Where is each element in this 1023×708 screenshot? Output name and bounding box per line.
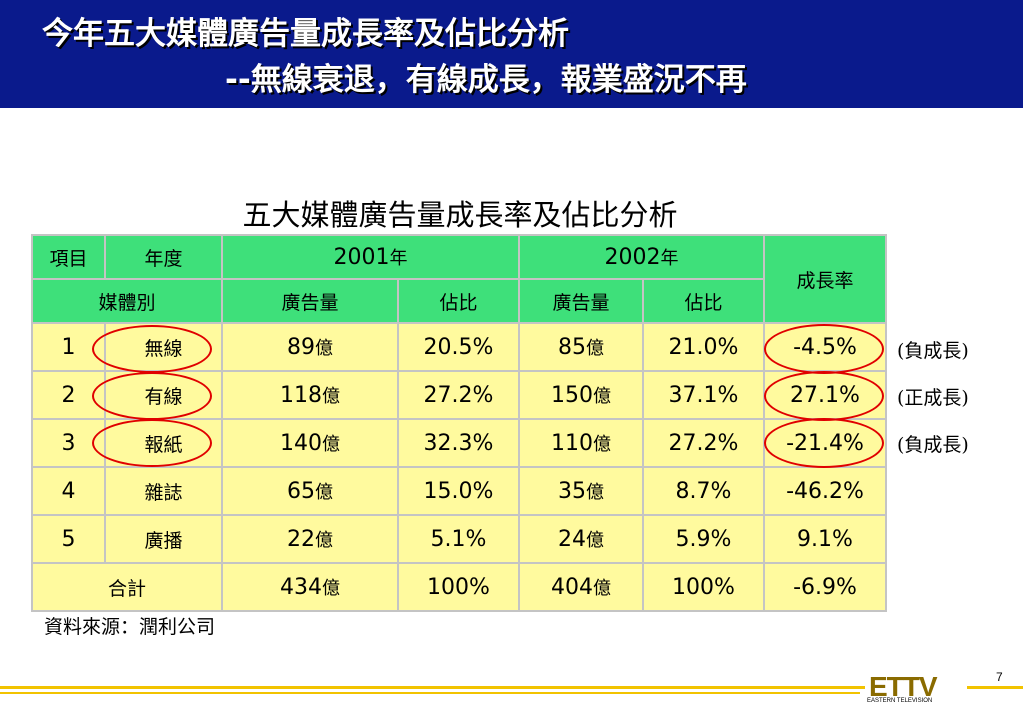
highlight-circle-media-3 <box>92 419 212 467</box>
row-share-2001: 15.0% <box>397 466 520 516</box>
header-share-2001: 佔比 <box>397 278 520 324</box>
row-media: 廣播 <box>104 514 223 564</box>
highlight-circle-growth-3 <box>764 418 884 468</box>
row-volume-2002: 150億 <box>518 370 644 420</box>
table-title: 五大媒體廣告量成長率及佔比分析 <box>242 198 678 232</box>
row-volume-2002: 85億 <box>518 322 644 372</box>
row-share-2002: 5.9% <box>642 514 765 564</box>
row-share-2002: 37.1% <box>642 370 765 420</box>
total-share-2001: 100% <box>397 562 520 612</box>
table-header-row: 項目 年度 2001年 2002年 成長率 <box>31 234 887 324</box>
total-row: 合計 434億 100% 404億 100% -6.9% <box>31 562 887 612</box>
total-share-2002: 100% <box>642 562 765 612</box>
row-volume-2001: 89億 <box>221 322 399 372</box>
header-media: 媒體別 <box>31 278 223 324</box>
footer-divider <box>0 692 860 694</box>
row-number: 5 <box>31 514 106 564</box>
slide-title: 今年五大媒體廣告量成長率及佔比分析 <box>42 16 569 52</box>
header-volume-2001: 廣告量 <box>221 278 399 324</box>
row-volume-2001: 22億 <box>221 514 399 564</box>
total-label: 合計 <box>31 562 223 612</box>
table-subheader-row: 媒體別 廣告量 佔比 廣告量 佔比 <box>31 278 886 324</box>
header-share-2002: 佔比 <box>642 278 765 324</box>
row-share-2001: 5.1% <box>397 514 520 564</box>
highlight-circle-growth-1 <box>764 324 884 374</box>
page-number: 7 <box>996 670 1003 684</box>
row-growth: 9.1% <box>763 514 887 564</box>
header-growth: 成長率 <box>763 234 887 324</box>
row-volume-2002: 110億 <box>518 418 644 468</box>
table-row: 2 有線 118億 27.2% 150億 37.1% 27.1% <box>31 370 887 420</box>
row-volume-2001: 65億 <box>221 466 399 516</box>
note-negative-growth: (負成長) <box>897 340 969 362</box>
title-banner: 今年五大媒體廣告量成長率及佔比分析 --無線衰退，有線成長，報業盛況不再 <box>0 0 1023 108</box>
footer-divider <box>0 686 1023 689</box>
highlight-circle-growth-2 <box>764 371 884 421</box>
highlight-circle-media-1 <box>92 325 212 373</box>
row-share-2002: 8.7% <box>642 466 765 516</box>
row-media: 雜誌 <box>104 466 223 516</box>
row-volume-2001: 118億 <box>221 370 399 420</box>
note-negative-growth: (負成長) <box>897 434 969 456</box>
row-volume-2002: 35億 <box>518 466 644 516</box>
row-number: 4 <box>31 466 106 516</box>
total-volume-2002: 404億 <box>518 562 644 612</box>
total-volume-2001: 434億 <box>221 562 399 612</box>
header-item: 項目 <box>31 234 106 280</box>
note-positive-growth: (正成長) <box>897 387 969 409</box>
ettv-logo: ETTV EASTERN TELEVISION <box>865 669 967 705</box>
header-volume-2002: 廣告量 <box>518 278 644 324</box>
header-year: 年度 <box>104 234 223 280</box>
total-growth: -6.9% <box>763 562 887 612</box>
table-row: 5 廣播 22億 5.1% 24億 5.9% 9.1% <box>31 514 887 564</box>
table-row: 4 雜誌 65億 15.0% 35億 8.7% -46.2% <box>31 466 887 516</box>
highlight-circle-media-2 <box>92 372 212 420</box>
row-share-2001: 27.2% <box>397 370 520 420</box>
logo-subtext: EASTERN TELEVISION <box>867 698 933 704</box>
row-growth: -46.2% <box>763 466 887 516</box>
header-2002: 2002年 <box>518 234 765 280</box>
source-note: 資料來源：潤利公司 <box>44 616 216 638</box>
row-volume-2001: 140億 <box>221 418 399 468</box>
row-share-2002: 27.2% <box>642 418 765 468</box>
row-volume-2002: 24億 <box>518 514 644 564</box>
header-2001: 2001年 <box>221 234 520 280</box>
logo-mark: ETTV <box>869 671 938 702</box>
slide-subtitle: --無線衰退，有線成長，報業盛況不再 <box>225 62 747 98</box>
row-share-2001: 32.3% <box>397 418 520 468</box>
row-share-2001: 20.5% <box>397 322 520 372</box>
row-share-2002: 21.0% <box>642 322 765 372</box>
